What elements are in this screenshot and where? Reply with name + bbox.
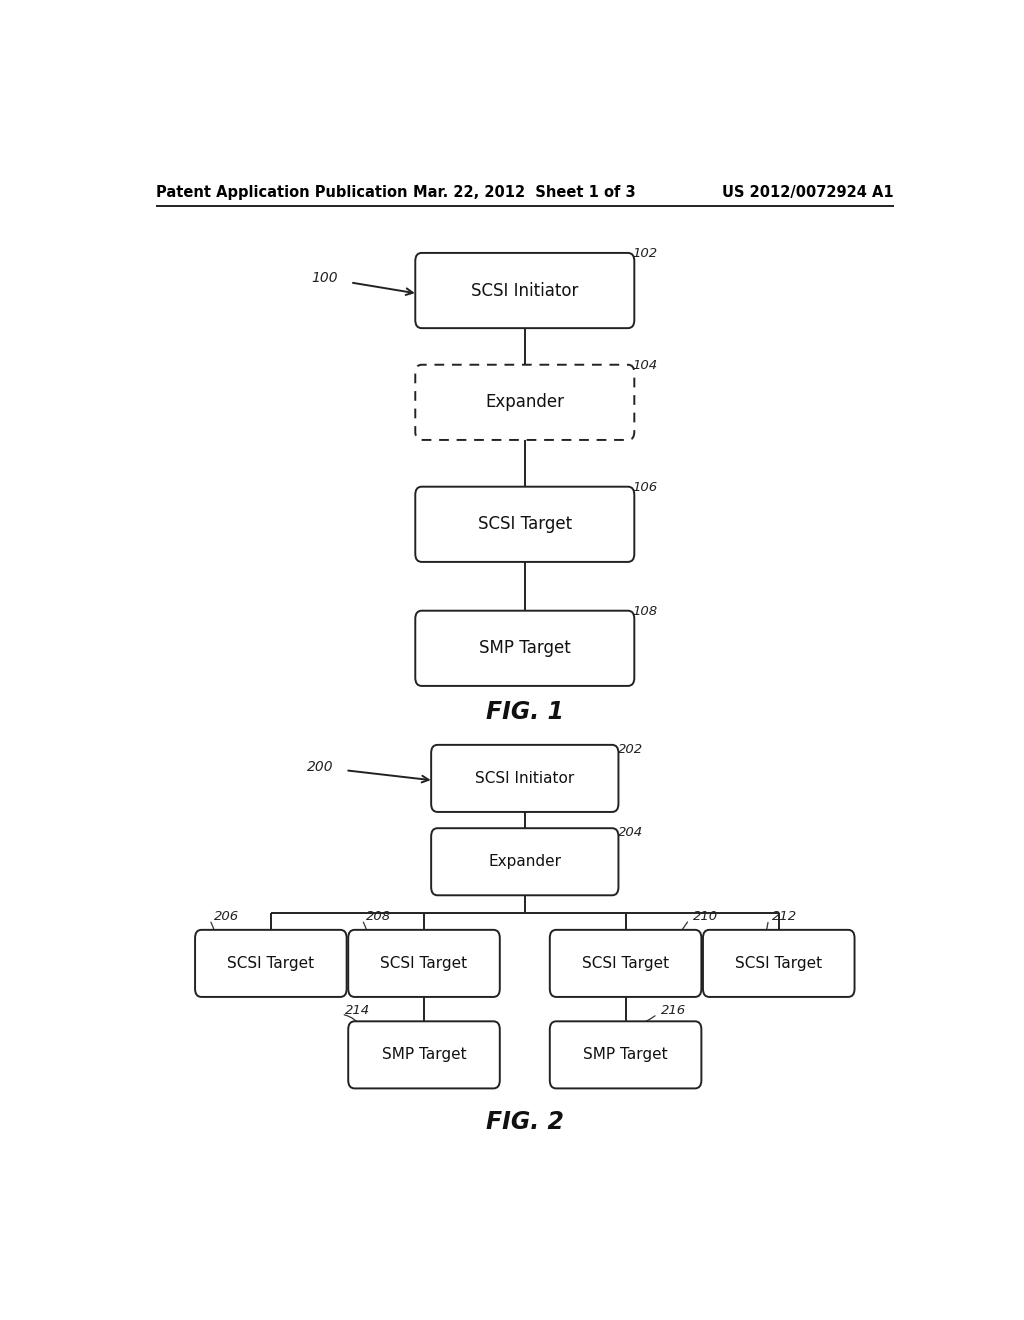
Text: 214: 214 (345, 1005, 371, 1018)
Text: SCSI Target: SCSI Target (582, 956, 669, 972)
Text: Expander: Expander (488, 854, 561, 870)
FancyArrowPatch shape (567, 921, 687, 994)
FancyBboxPatch shape (195, 929, 347, 997)
FancyBboxPatch shape (550, 1022, 701, 1089)
Text: 102: 102 (633, 247, 657, 260)
FancyBboxPatch shape (348, 1022, 500, 1089)
FancyArrowPatch shape (623, 616, 627, 619)
Text: 106: 106 (633, 480, 657, 494)
FancyBboxPatch shape (416, 611, 634, 686)
Text: SCSI Initiator: SCSI Initiator (475, 771, 574, 785)
Text: FIG. 1: FIG. 1 (485, 701, 564, 725)
Text: SCSI Initiator: SCSI Initiator (471, 281, 579, 300)
Text: SCSI Target: SCSI Target (478, 515, 571, 533)
FancyArrowPatch shape (623, 259, 627, 261)
Text: Mar. 22, 2012  Sheet 1 of 3: Mar. 22, 2012 Sheet 1 of 3 (414, 185, 636, 201)
FancyArrowPatch shape (566, 1016, 655, 1035)
Text: SMP Target: SMP Target (479, 639, 570, 657)
Text: 104: 104 (633, 359, 657, 372)
Text: Patent Application Publication: Patent Application Publication (156, 185, 408, 201)
Text: 210: 210 (693, 909, 718, 923)
Text: 200: 200 (307, 760, 334, 775)
Text: 108: 108 (633, 605, 657, 618)
FancyBboxPatch shape (702, 929, 855, 997)
Text: SCSI Target: SCSI Target (381, 956, 468, 972)
FancyArrowPatch shape (720, 923, 768, 993)
Text: 216: 216 (662, 1005, 686, 1018)
Text: SMP Target: SMP Target (382, 1047, 466, 1063)
FancyBboxPatch shape (416, 253, 634, 329)
Text: SCSI Target: SCSI Target (227, 956, 314, 972)
FancyArrowPatch shape (211, 923, 219, 991)
FancyBboxPatch shape (550, 929, 701, 997)
Text: US 2012/0072924 A1: US 2012/0072924 A1 (722, 185, 894, 201)
Text: 204: 204 (618, 826, 643, 840)
Text: FIG. 2: FIG. 2 (485, 1110, 564, 1134)
FancyBboxPatch shape (431, 744, 618, 812)
Text: 208: 208 (367, 909, 391, 923)
Text: SCSI Target: SCSI Target (735, 956, 822, 972)
FancyArrowPatch shape (344, 1015, 361, 1027)
FancyArrowPatch shape (623, 492, 627, 495)
Text: Expander: Expander (485, 393, 564, 412)
FancyBboxPatch shape (416, 364, 634, 440)
FancyBboxPatch shape (416, 487, 634, 562)
Text: 202: 202 (618, 743, 643, 756)
FancyBboxPatch shape (431, 828, 618, 895)
FancyArrowPatch shape (364, 923, 372, 991)
Text: 100: 100 (311, 272, 338, 285)
FancyArrowPatch shape (623, 371, 627, 372)
Text: SMP Target: SMP Target (584, 1047, 668, 1063)
FancyBboxPatch shape (348, 929, 500, 997)
Text: 212: 212 (772, 909, 798, 923)
Text: 206: 206 (214, 909, 239, 923)
